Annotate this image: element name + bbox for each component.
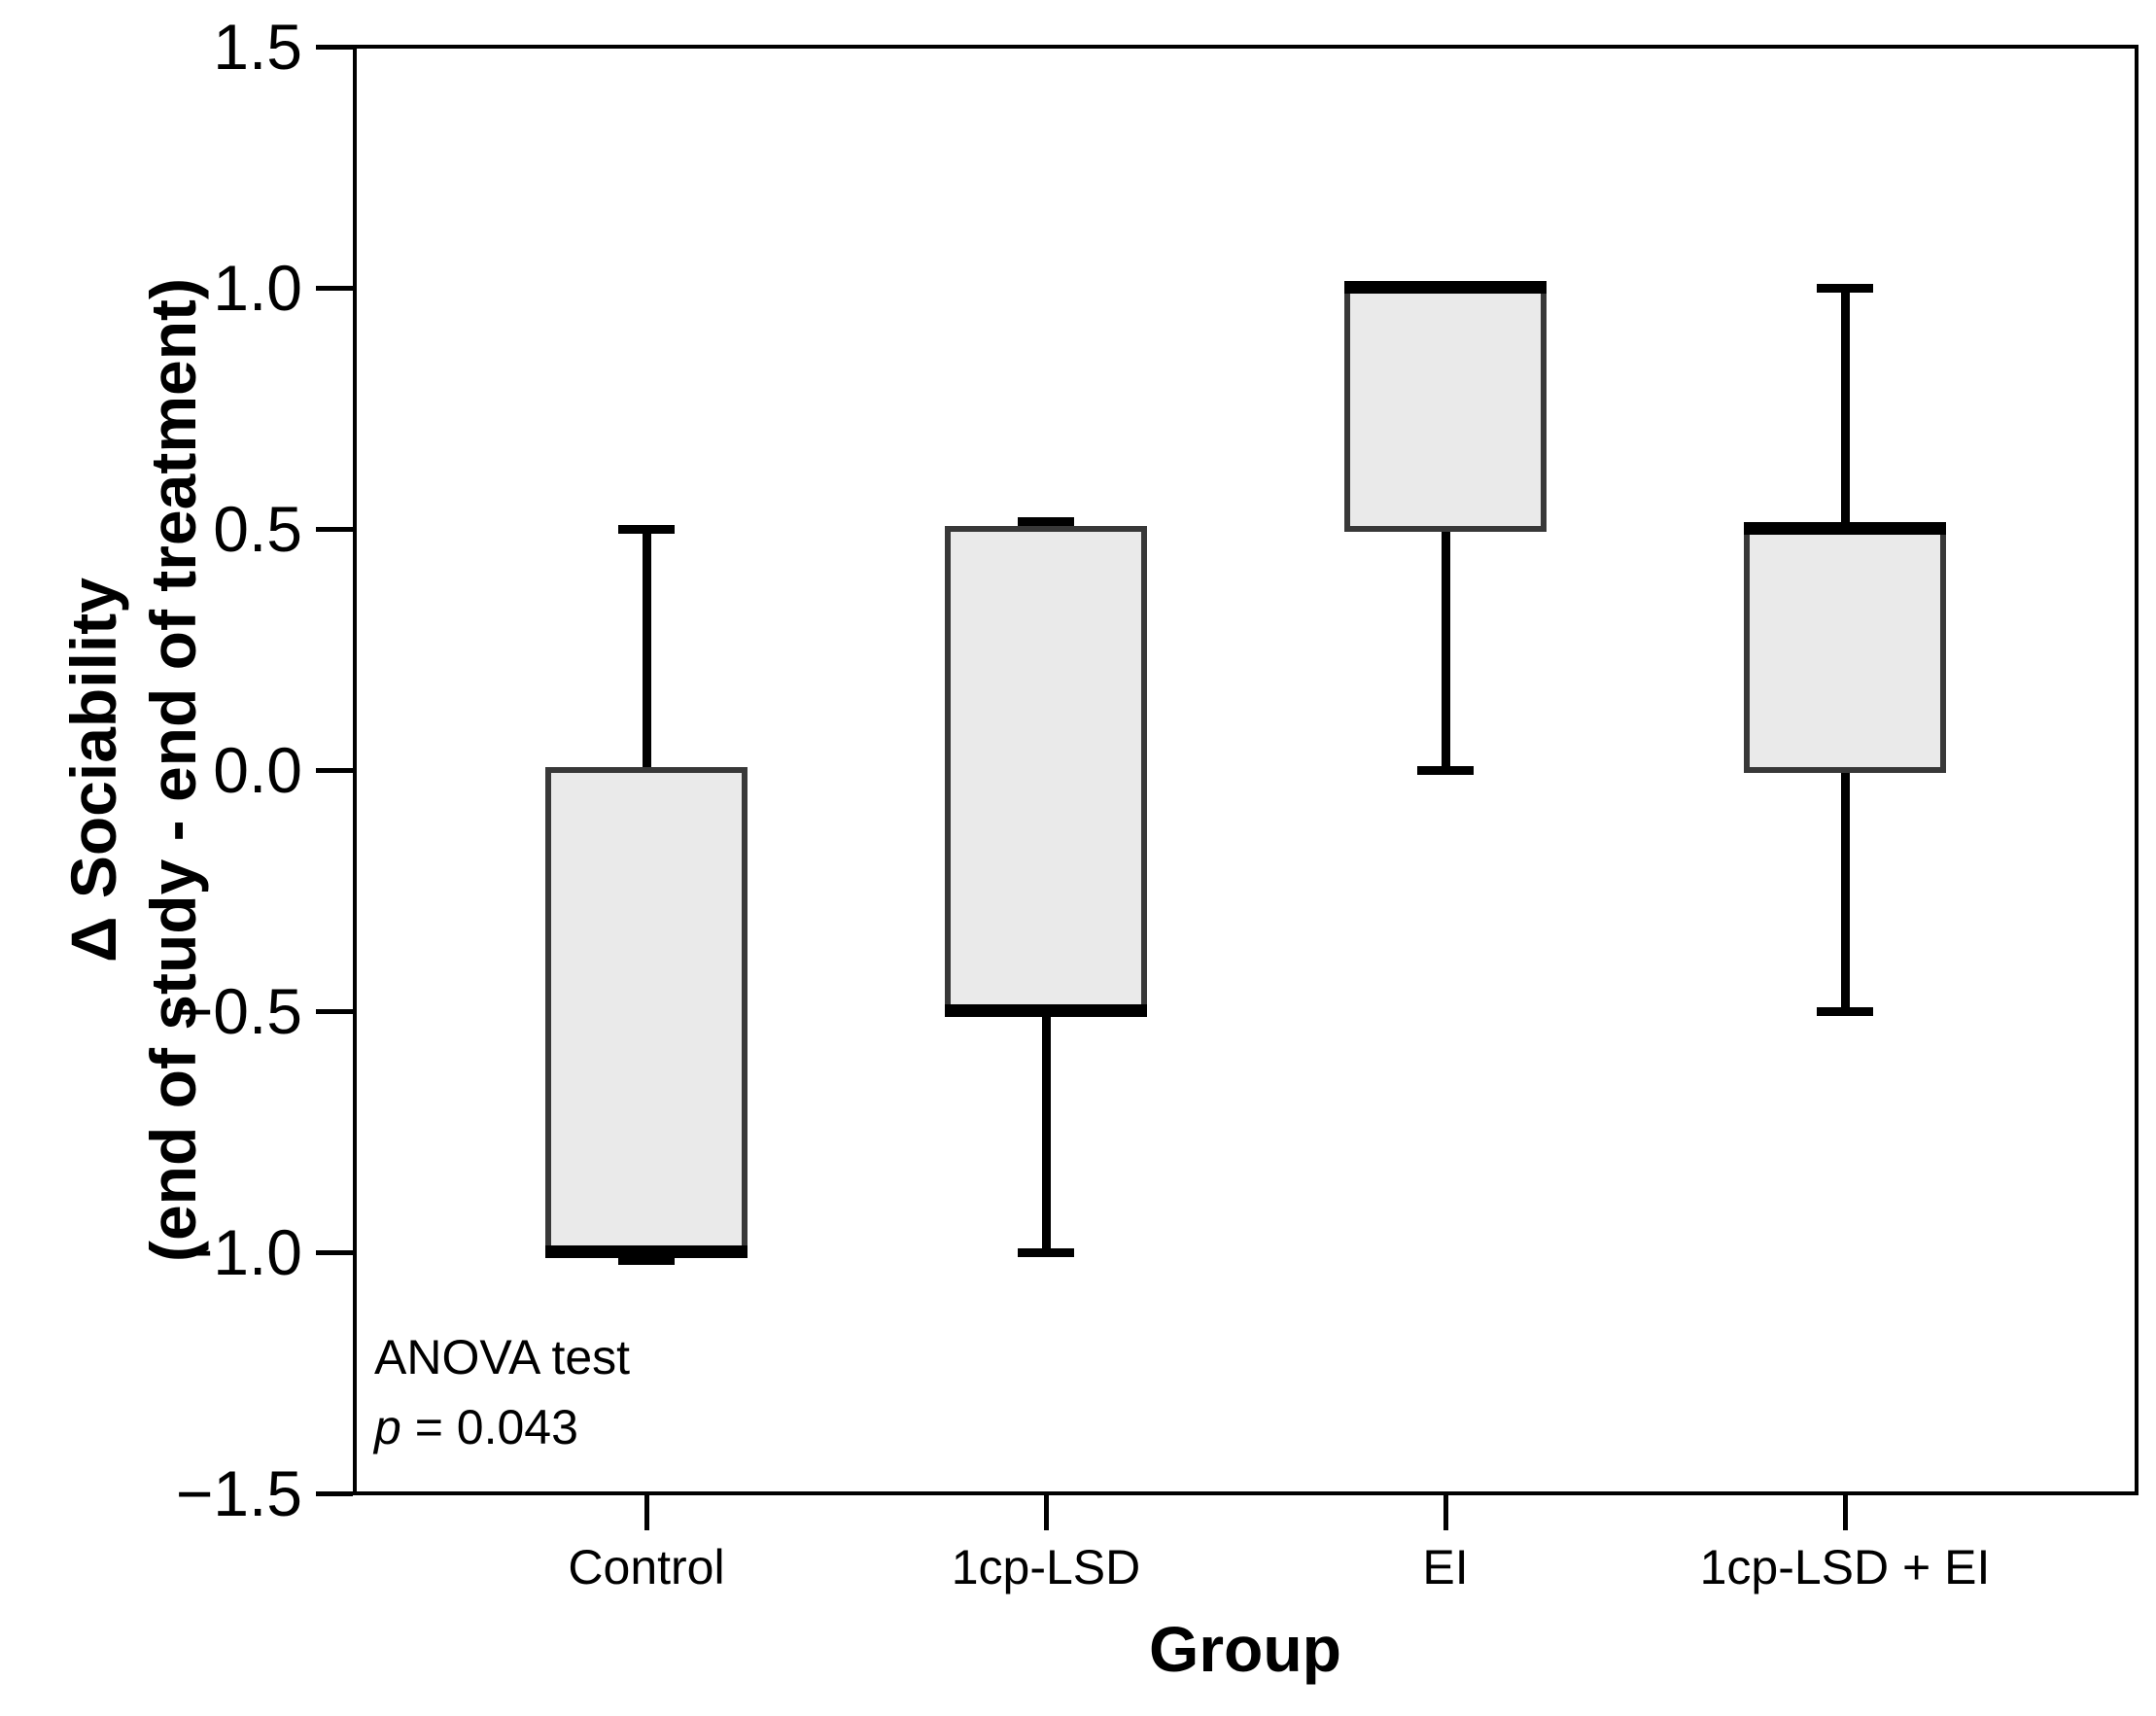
y-tick-label: 1.5 [213,11,302,83]
x-category-label: 1cp-LSD [951,1540,1141,1594]
x-axis-tick [1843,1495,1848,1530]
x-axis-tick [1044,1495,1049,1530]
y-tick-label: −1.0 [175,1216,302,1288]
x-category-label: EI [1422,1540,1469,1594]
lower-whisker-cap [1417,766,1474,775]
annotation-line2: p = 0.043 [374,1392,630,1462]
lower-whisker-cap [1817,1007,1873,1016]
box [1344,285,1547,532]
p-symbol: p [374,1400,401,1454]
median-line [545,1245,748,1258]
box [545,767,748,1255]
x-category-label: Control [568,1540,725,1594]
lower-whisker-cap [618,1256,675,1265]
y-tick-label: −0.5 [175,975,302,1047]
upper-whisker-cap [1817,284,1873,293]
lower-whisker-stem [1442,529,1450,770]
lower-whisker-cap [1018,1248,1074,1257]
plot-area [353,45,2139,1495]
lower-whisker-stem [1042,1011,1051,1252]
x-category-label: 1cp-LSD + EI [1699,1540,1991,1594]
box [1744,526,1946,773]
y-axis-tick [316,45,353,50]
median-line [1744,522,1946,535]
lower-whisker-stem [1841,770,1850,1011]
y-tick-label: 0.0 [213,734,302,806]
upper-whisker-cap [1018,517,1074,526]
p-value: = 0.043 [400,1400,578,1454]
y-axis-tick [316,1491,353,1496]
anova-annotation: ANOVA test p = 0.043 [374,1322,630,1462]
box [945,526,1147,1014]
median-line [945,1004,1147,1017]
y-axis-tick [316,768,353,773]
y-axis-tick [316,1009,353,1014]
y-tick-label: 0.5 [213,493,302,565]
annotation-line1: ANOVA test [374,1330,631,1384]
x-axis-tick [1443,1495,1448,1530]
y-axis-tick [316,1250,353,1255]
x-axis-tick [644,1495,649,1530]
upper-whisker-cap [618,525,675,534]
y-tick-label: −1.5 [175,1457,302,1529]
y-tick-label: 1.0 [213,252,302,324]
x-axis-title: Group [1149,1613,1341,1685]
upper-whisker-stem [1841,288,1850,529]
y-axis-tick [316,286,353,291]
upper-whisker-stem [643,529,651,770]
median-line [1344,281,1547,294]
y-axis-tick [316,527,353,532]
